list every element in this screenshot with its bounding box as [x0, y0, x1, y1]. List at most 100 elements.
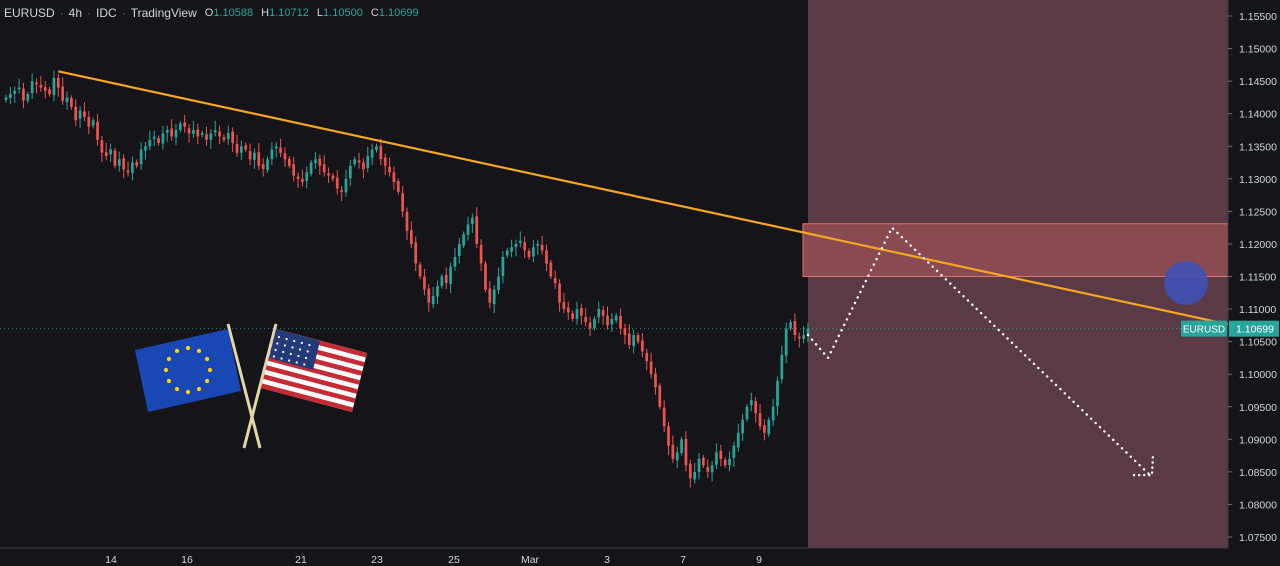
candle-body [806, 328, 810, 335]
candle [684, 431, 688, 472]
time-tick-label: 21 [295, 554, 307, 566]
candle [767, 417, 771, 437]
candle-body [697, 458, 701, 472]
eu-star [196, 386, 202, 392]
target-circle-marker[interactable] [1164, 261, 1208, 306]
projection-path [806, 225, 1155, 477]
candle-body [279, 147, 282, 153]
candle-body [261, 164, 265, 170]
candle-body [170, 128, 173, 137]
candle-body [444, 274, 448, 284]
candle [444, 267, 448, 289]
candle-body [396, 181, 400, 192]
candle [261, 158, 265, 177]
candle [340, 185, 343, 201]
resistance-zone-rect[interactable] [802, 223, 1229, 277]
candle [662, 400, 666, 433]
projection-dotted-path[interactable] [806, 225, 1152, 477]
candle-body [719, 450, 723, 459]
price-tick-label: 1.09500 [1239, 402, 1277, 414]
candle-body [22, 88, 25, 101]
price-tick-label: 1.08500 [1239, 467, 1277, 479]
us-star [280, 357, 283, 360]
candle-body [414, 242, 418, 264]
candle [806, 322, 810, 343]
candle-body [588, 322, 592, 329]
candle [344, 169, 348, 197]
us-star [297, 354, 300, 358]
candle [601, 305, 605, 325]
candle-body [253, 152, 256, 160]
candle-body [549, 262, 553, 277]
candle-body [39, 84, 43, 88]
candle-body [91, 120, 95, 126]
candle-body [353, 159, 357, 165]
candle [749, 392, 753, 412]
ohlc-values: O1.10588 H1.10712 L1.10500 C1.10699 [205, 7, 424, 19]
candle-body [70, 97, 73, 108]
candle [514, 239, 518, 257]
candle-body [144, 146, 147, 151]
candle [523, 236, 527, 258]
candle [35, 78, 38, 94]
candle-body [449, 266, 452, 285]
trendline-line[interactable] [58, 70, 1229, 326]
candle-body [497, 276, 500, 291]
candle-body [410, 230, 413, 244]
candle-body [771, 406, 775, 421]
candle [614, 312, 618, 323]
candle [353, 156, 357, 167]
candle [301, 169, 304, 187]
candle [43, 81, 47, 99]
us-star [274, 348, 277, 352]
time-tick-label: Mar [521, 554, 540, 566]
candle-body [797, 336, 801, 339]
price-tick-label: 1.10500 [1239, 337, 1277, 349]
candle-body [113, 150, 117, 166]
candle-body [274, 146, 278, 149]
interval-label[interactable]: 4h [68, 6, 83, 20]
candle-body [309, 162, 313, 174]
candle [213, 120, 217, 137]
candle [322, 155, 326, 177]
candle [61, 77, 65, 105]
candle-body [318, 158, 322, 166]
eu-star [185, 345, 191, 351]
price-axis-bg [1228, 0, 1280, 566]
candle-body [78, 110, 82, 119]
candle [423, 269, 426, 296]
candle [240, 140, 243, 161]
candle [357, 152, 361, 169]
candle-body [344, 178, 348, 193]
candle [113, 147, 117, 169]
candle [719, 444, 723, 467]
candle [776, 376, 779, 416]
candle [139, 142, 143, 171]
candle-body [453, 256, 457, 267]
candle [196, 123, 200, 144]
projection-arrowhead [1132, 453, 1155, 477]
candle [209, 128, 213, 149]
candle [793, 313, 797, 341]
symbol-label[interactable]: EURUSD [4, 6, 55, 20]
us-star [285, 337, 288, 341]
us-stripe [261, 383, 354, 412]
candle-body [305, 172, 309, 182]
candle-body [671, 444, 675, 459]
candle-body [178, 123, 182, 130]
candle-body [680, 439, 683, 453]
candle-body [440, 276, 444, 286]
header-separator: · [59, 6, 64, 20]
candle-body [471, 217, 474, 224]
candle-body [536, 243, 540, 246]
candle-body [322, 164, 326, 173]
resistance-zone [802, 223, 1229, 277]
us-star [289, 352, 292, 356]
candle [475, 207, 479, 249]
candle [728, 451, 731, 472]
candle [584, 308, 588, 327]
candle-body [702, 457, 705, 466]
candle [763, 419, 766, 441]
